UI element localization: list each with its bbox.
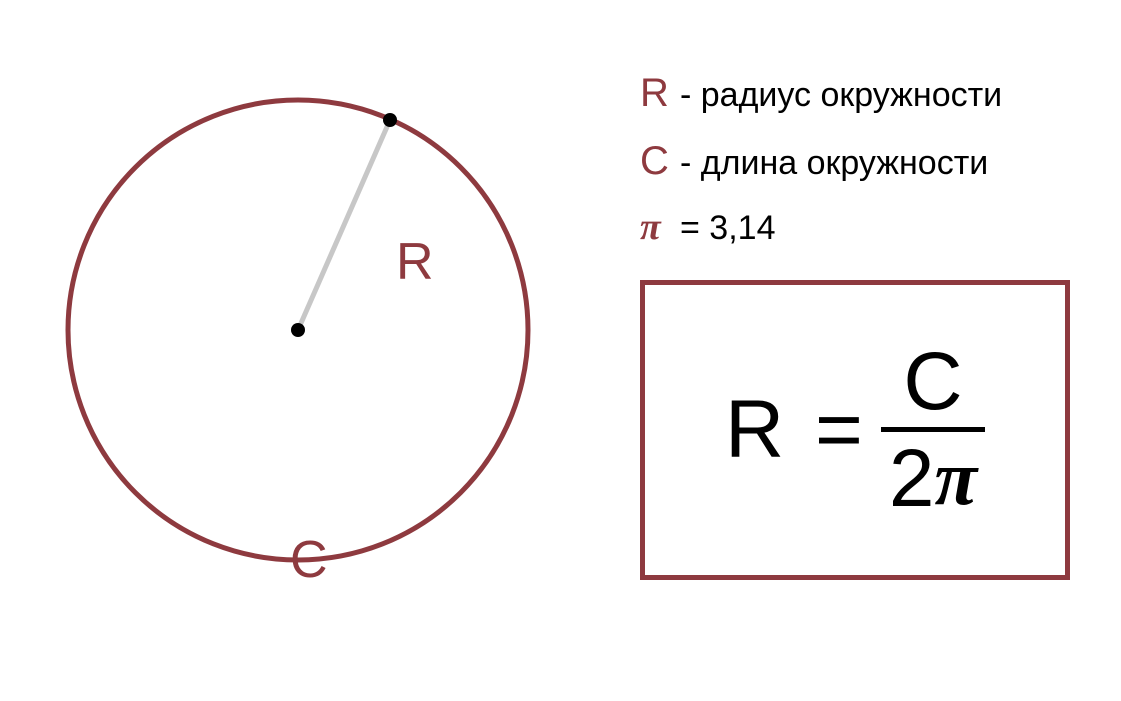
diagram-canvas: R C R - радиус окружности C - длина окру… xyxy=(0,0,1121,701)
edge-point xyxy=(383,113,397,127)
legend-row-pi: π = 3,14 xyxy=(640,198,1002,257)
formula-numerator: C xyxy=(895,341,970,427)
center-point xyxy=(291,323,305,337)
denominator-pi: π xyxy=(934,439,977,517)
legend-desc-r: - радиус окружности xyxy=(680,69,1002,122)
formula-fraction: C 2π xyxy=(881,341,985,520)
formula-denominator: 2π xyxy=(881,432,985,520)
legend: R - радиус окружности C - длина окружнос… xyxy=(640,62,1002,263)
radius-line xyxy=(298,120,390,330)
legend-desc-pi: = 3,14 xyxy=(680,202,775,255)
denominator-two: 2 xyxy=(889,438,935,520)
legend-symbol-r: R xyxy=(640,62,680,124)
label-r: R xyxy=(396,232,434,292)
formula: R = C 2π xyxy=(725,341,985,520)
legend-row-r: R - радиус окружности xyxy=(640,62,1002,124)
label-c: C xyxy=(290,530,328,590)
formula-lhs: R = xyxy=(725,383,867,477)
legend-row-c: C - длина окружности xyxy=(640,130,1002,192)
legend-desc-c: - длина окружности xyxy=(680,137,988,190)
formula-box: R = C 2π xyxy=(640,280,1070,580)
legend-symbol-pi: π xyxy=(640,198,680,257)
legend-symbol-c: C xyxy=(640,130,680,192)
